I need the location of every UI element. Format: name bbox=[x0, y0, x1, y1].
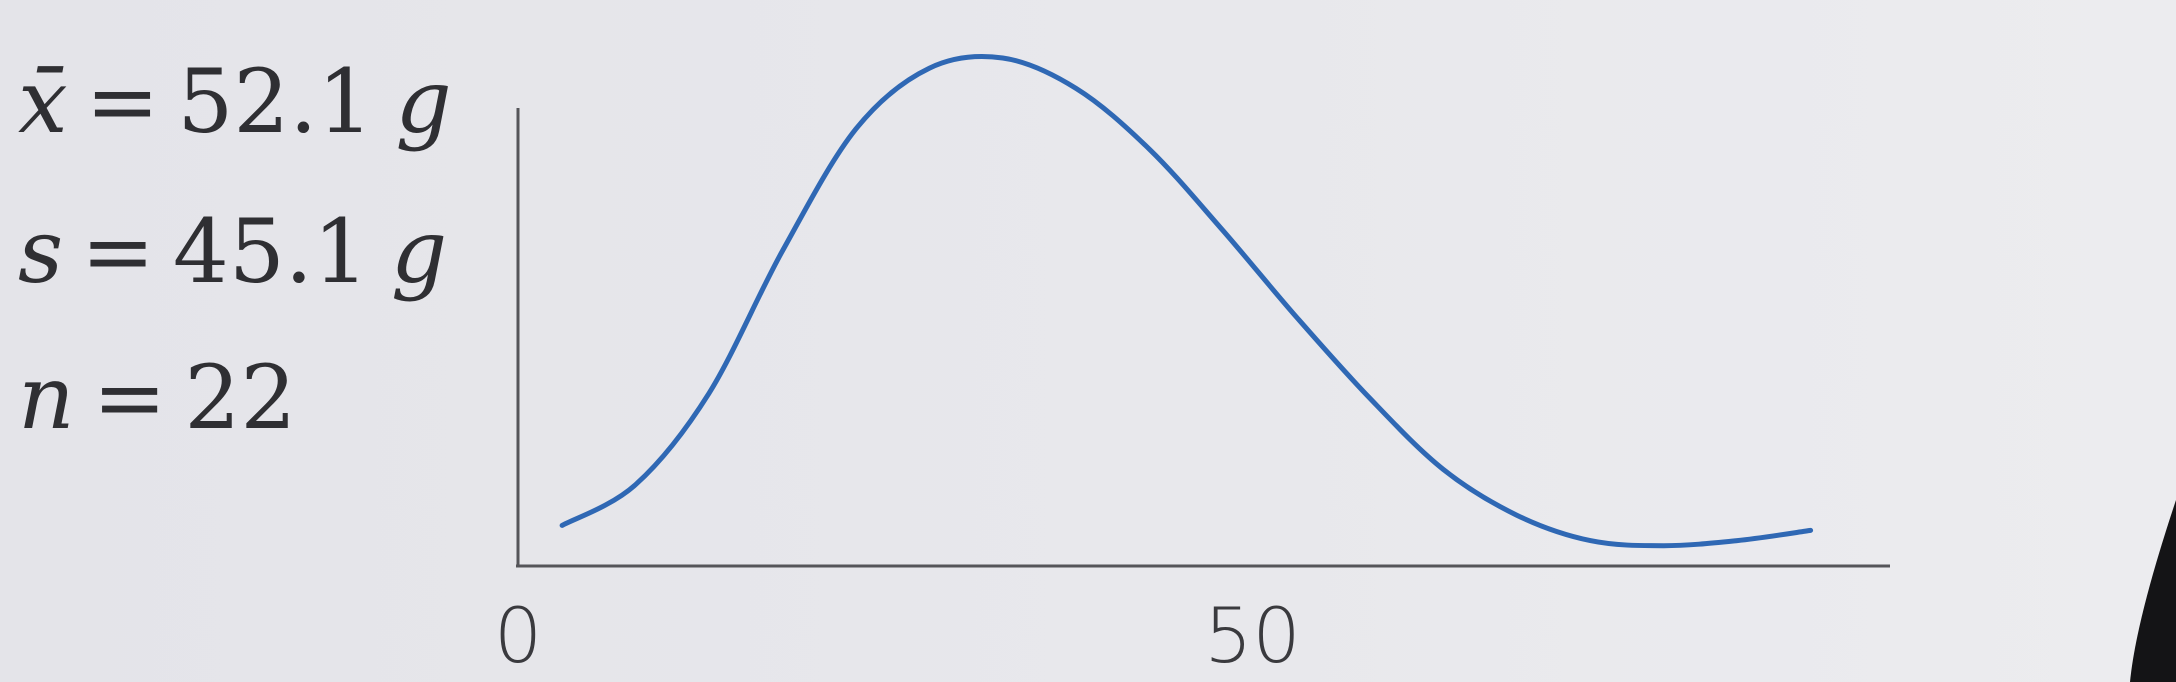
mean-equals: = bbox=[85, 50, 160, 153]
stat-mean: x̄ = 52.1 g bbox=[18, 58, 452, 146]
x-tick-label-50: 50 bbox=[1204, 591, 1301, 680]
sd-value: 45.1 bbox=[172, 200, 369, 303]
mean-symbol: x̄ bbox=[18, 50, 68, 153]
stat-standard-deviation: s = 45.1 g bbox=[18, 208, 447, 296]
sd-unit: g bbox=[390, 200, 448, 303]
mean-value: 52.1 bbox=[177, 50, 374, 153]
n-equals: = bbox=[92, 346, 167, 449]
summary-statistics: x̄ = 52.1 g s = 45.1 g n = 22 bbox=[0, 0, 500, 682]
n-value: 22 bbox=[184, 346, 297, 449]
edge-shadow bbox=[2130, 500, 2176, 682]
mean-unit: g bbox=[395, 50, 452, 153]
series-group bbox=[559, 53, 1814, 549]
sd-equals: = bbox=[81, 200, 155, 303]
density-curve-0 bbox=[559, 53, 1814, 549]
n-symbol: n bbox=[18, 346, 75, 449]
stat-sample-size: n = 22 bbox=[18, 354, 296, 442]
x-tick-labels: 0 50 bbox=[494, 591, 1301, 680]
dark-edge-shape bbox=[2130, 500, 2176, 682]
sd-symbol: s bbox=[18, 200, 64, 303]
x-tick-label-0: 0 bbox=[494, 591, 542, 680]
